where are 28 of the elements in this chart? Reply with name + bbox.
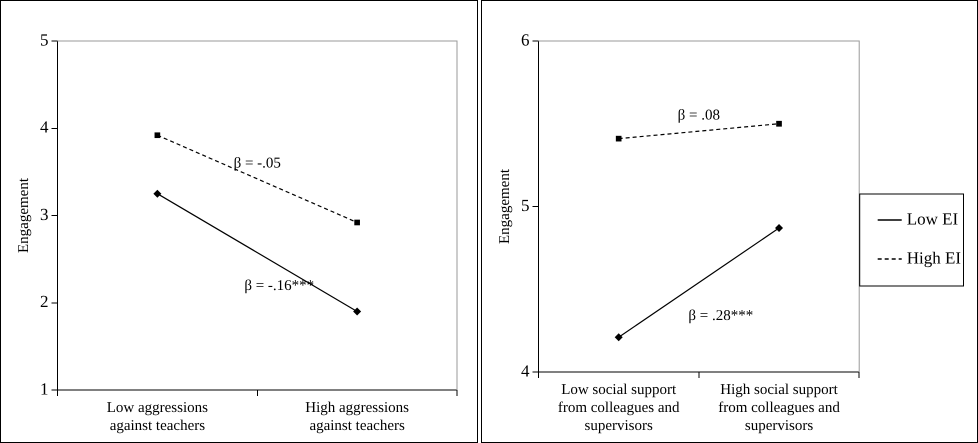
legend-label: Low EI — [906, 209, 958, 228]
y-tick-label: 4 — [40, 118, 49, 137]
y-tick-label: 6 — [521, 30, 530, 50]
y-tick-label: 4 — [521, 361, 530, 380]
y-tick-label: 5 — [40, 30, 48, 50]
y-tick-label: 2 — [40, 292, 48, 312]
x-tick-label: Low aggressions against teachers — [106, 400, 208, 434]
annotation: β = -.16*** — [244, 278, 314, 294]
x-tick-label: Low social support from colleagues and supervisors — [558, 382, 680, 434]
y-axis-title: Engagement — [496, 168, 513, 244]
legend-label: High EI — [906, 248, 962, 268]
point — [153, 190, 162, 198]
y-tick-label: 5 — [521, 196, 530, 215]
x-tick-label: High aggressions against teachers — [305, 400, 410, 434]
annotation: β = .08 — [678, 108, 720, 124]
y-axis-title: Engagement — [16, 177, 32, 253]
annotation: β = .28*** — [688, 308, 754, 324]
point — [154, 132, 160, 138]
y-tick-label: 1 — [40, 379, 48, 398]
y-tick-label: 3 — [40, 204, 48, 224]
point — [776, 120, 782, 127]
point — [614, 333, 623, 342]
x-tick-label: High social support from colleagues and supervisors — [718, 382, 840, 434]
annotation: β = -.05 — [234, 155, 281, 172]
point — [775, 224, 784, 232]
point — [354, 220, 360, 226]
point — [616, 136, 622, 142]
point — [353, 307, 362, 316]
